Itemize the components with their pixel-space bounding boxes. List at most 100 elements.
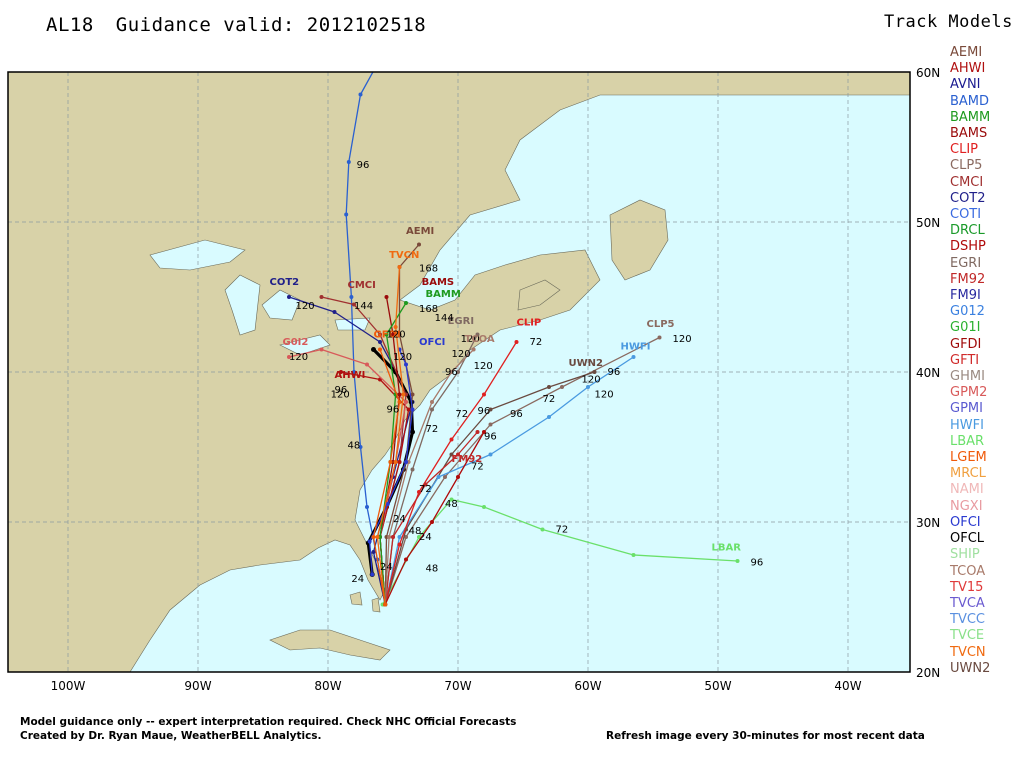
lon-label-100w: 100W [51,679,86,693]
disclaimer-text: Model guidance only -- expert interpreta… [20,716,517,728]
forecast-hour-label: 120 [289,352,308,363]
legend-item-ngxi: NGXI [950,498,983,514]
forecast-hour-label: 96 [445,367,458,378]
legend-item-aemi: AEMI [950,45,983,60]
track-clp5 [384,336,660,605]
track-point-bamd [352,370,356,374]
legend-item-lbar: LBAR [950,433,985,449]
legend-item-g01i: G01I [950,320,981,336]
track-point-hwfi [397,535,402,539]
refresh-note: Refresh image every 30-minutes for most … [606,730,925,742]
track-point-aemi [410,392,415,397]
forecast-hour-label: 120 [595,390,614,401]
legend-item-dshp: DSHP [950,239,986,255]
legend-item-ofcl: OFCL [950,531,985,547]
track-point-tvcn [401,392,406,397]
track-point-tcoa [387,535,392,539]
legend-item-drcl: DRCL [950,223,985,239]
forecast-hour-label: 120 [387,330,406,341]
track-bamm [379,302,407,605]
track-point-bams [397,392,402,397]
legend-item-ofci: OFCI [950,514,981,530]
track-label-uwn2: UWN2 [569,358,604,369]
forecast-hour-label: 48 [409,526,422,537]
legend-item-tv15: TV15 [950,579,984,595]
track-point-aemi [417,242,421,247]
track-point-lbar [417,535,421,539]
track-label-aemi: AEMI [406,226,434,237]
forecast-hour-label: 120 [393,352,412,363]
forecast-hour-label: 96 [608,367,621,378]
track-point-lgem [383,602,388,607]
track-point-bamd [344,212,349,217]
track-label-ofci: OFCI [419,337,445,348]
track-point-hwfi [436,475,441,479]
track-point-bamm [404,301,408,305]
legend-item-lgem: LGEM [950,450,987,466]
track-point-fm92 [475,430,480,434]
track-point-hwfi [488,452,493,457]
legend-item-bamm: BAMM [950,109,991,125]
track-label-egri: EGRI [448,316,474,327]
great-lakes [149,239,371,356]
track-point-gpm2 [319,347,324,352]
track-point-lgem [378,347,382,352]
forecast-hour-label: 96 [335,385,348,396]
lon-label-60w: 60W [574,679,601,693]
track-label-tcoa: TCOA [465,334,495,345]
track-point-cot2 [332,310,337,314]
track-point-ofci [404,362,408,367]
forecast-hour-label: 120 [296,301,315,312]
track-label-cot2: COT2 [270,277,300,288]
forecast-hour-label: 72 [530,337,543,348]
track-point-bamd [346,160,351,164]
track-point-cmci [378,332,382,337]
forecast-hour-label: 72 [426,424,439,435]
lon-label-70w: 70W [444,679,471,693]
guidance-valid: Guidance valid: 2012102518 [115,14,427,36]
track-point-ofcl [410,429,415,435]
forecast-hour-label: 96 [357,160,370,171]
legend-item-gfti: GFTI [950,352,980,368]
legend-item-bamd: BAMD [950,93,990,109]
track-point-uwn2 [547,385,551,389]
track-point-tvcn [393,325,398,329]
newfoundland-land [609,199,669,281]
storm-id: AL18 [46,14,94,36]
track-point-cmci [319,295,324,299]
track-point-ahwi [397,460,402,464]
legend-item-tvce: TVCE [950,628,985,644]
track-label-ahwi: AHWI [335,370,366,381]
forecast-hour-label: 120 [452,349,471,360]
forecast-hour-label: 168 [419,304,438,315]
track-point-uwn2 [449,452,454,457]
legend-item-g012: G012 [950,304,985,320]
forecast-hour-label: 72 [543,394,556,405]
forecast-hour-label: 48 [426,564,439,575]
forecast-hour-label: 48 [445,499,458,510]
track-point-hwfi [547,415,551,419]
track-point-egri [430,407,434,412]
forecast-hour-label: 24 [419,532,432,543]
track-point-fm92 [391,535,395,539]
forecast-hour-label: 144 [354,301,373,312]
track-point-egri [456,370,460,374]
track-clip [384,341,518,605]
model-legend: AEMI AHWI AVNI BAMD BAMM BAMS CLIP CLP5 CMCI COT2… [950,45,990,677]
nova-scotia-land [517,279,561,311]
lon-label-50w: 50W [704,679,731,693]
forecast-hour-label: 24 [351,574,364,585]
track-point-bamm [384,332,389,337]
axis-labels: 60N 50N 40N 30N 20N 100W 90W 80W 70W 60W 50W 40W [51,66,941,693]
model-tracks [287,72,740,607]
track-point-clp5 [404,535,408,539]
track-point-lbar [449,497,454,502]
legend-item-bams: BAMS [950,126,988,142]
forecast-hour-label: 120 [474,361,493,372]
track-point-clp5 [560,385,564,389]
track-point-dshp [482,430,486,434]
credit-text: Created by Dr. Ryan Maue, WeatherBELL An… [20,730,322,742]
track-point-cot2 [378,340,382,344]
track-point-cmci [352,302,356,307]
track-point-ofci [367,539,372,544]
